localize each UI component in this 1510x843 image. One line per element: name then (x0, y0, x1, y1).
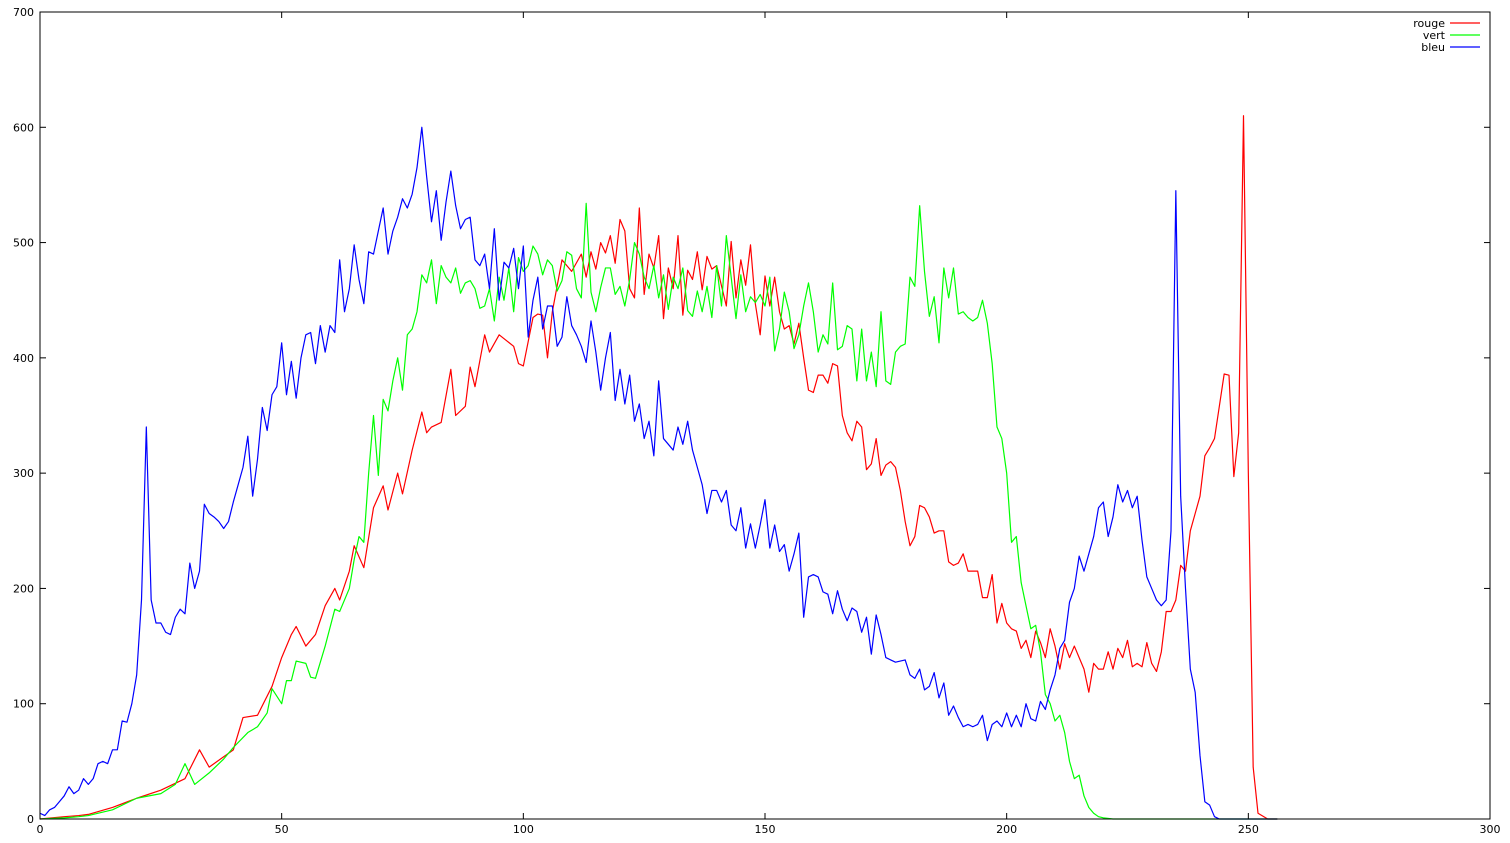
series-line-rouge (39, 115, 1278, 820)
x-tick-label: 50 (275, 823, 289, 836)
y-tick-label: 600 (13, 121, 34, 134)
legend-label-vert: vert (1423, 29, 1446, 42)
series-line-bleu (39, 126, 1278, 820)
legend-label-bleu: bleu (1421, 41, 1445, 54)
y-tick-label: 300 (13, 467, 34, 480)
series-layer (39, 115, 1278, 820)
y-tick-label: 200 (13, 582, 34, 595)
y-tick-label: 500 (13, 237, 34, 250)
y-tick-label: 100 (13, 698, 34, 711)
y-tick-label: 700 (13, 6, 34, 19)
x-tick-label: 250 (1238, 823, 1259, 836)
y-tick-label: 400 (13, 352, 34, 365)
x-tick-label: 150 (755, 823, 776, 836)
x-tick-label: 0 (37, 823, 44, 836)
series-line-vert (39, 202, 1278, 820)
y-tick-label: 0 (27, 813, 34, 826)
x-tick-label: 100 (513, 823, 534, 836)
x-tick-label: 200 (996, 823, 1017, 836)
x-tick-label: 300 (1480, 823, 1501, 836)
axis-ticks: 0 50 100 150 200 250 300 0 100 200 300 400 500 600 700 (13, 6, 1501, 836)
legend-label-rouge: rouge (1413, 17, 1445, 30)
